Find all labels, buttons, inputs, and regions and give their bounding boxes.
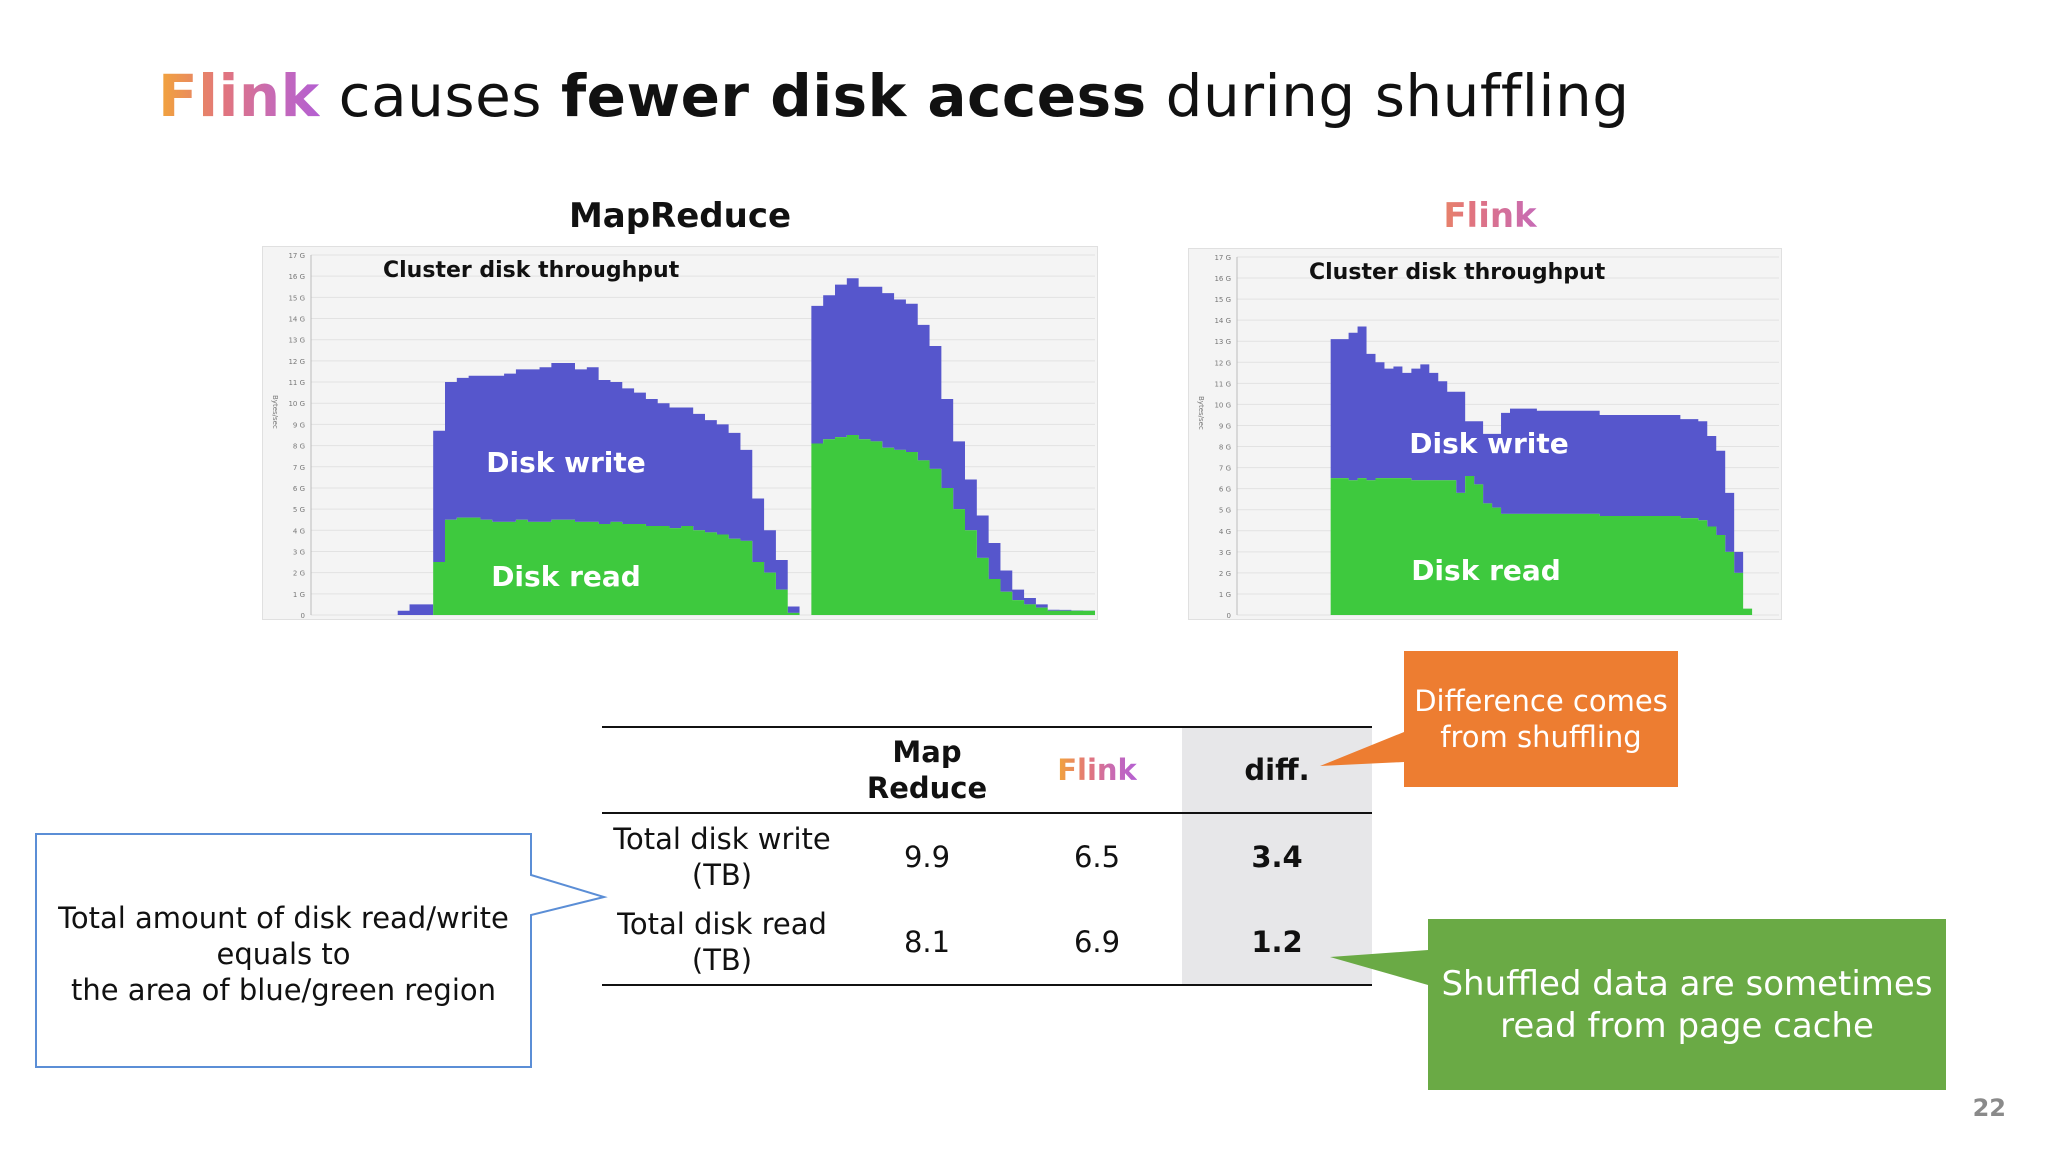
title-bold-text: fewer disk access — [560, 62, 1147, 130]
y-tick-label: 7 G — [1219, 465, 1231, 473]
title-text-1: causes — [319, 62, 561, 130]
table-header-flink: Flink — [1012, 727, 1182, 813]
y-tick-label: 4 G — [293, 527, 305, 535]
cell-flink-write: 6.5 — [1073, 839, 1121, 874]
y-tick-label: 0 — [301, 612, 305, 619]
y-tick-label: 16 G — [288, 273, 305, 281]
y-tick-label: 6 G — [293, 485, 305, 493]
y-tick-label: 2 G — [293, 570, 305, 578]
y-tick-label: 11 G — [288, 379, 305, 387]
mapreduce-throughput-chart: 0 1 G 2 G 3 G 4 G 5 G 6 G 7 G 8 G 9 G 10 G 11 G 12 G… — [262, 246, 1098, 620]
table-header-mapreduce: Map Reduce — [866, 735, 988, 805]
cell-flink-read: 6.9 — [1073, 924, 1121, 959]
left-callout-text: Total amount of disk read/write equals t… — [58, 901, 509, 1007]
table-header-flink-label: Flink — [1057, 753, 1137, 787]
y-tick-label: 5 G — [1219, 507, 1231, 515]
slide-title: Flink causes fewer disk access during sh… — [158, 62, 1630, 130]
cell-mapreduce-write: 9.9 — [903, 839, 951, 874]
y-tick-label: 5 G — [293, 506, 305, 514]
y-tick-label: 7 G — [293, 464, 305, 472]
y-tick-label: 4 G — [1219, 528, 1231, 536]
y-tick-label: 15 G — [1214, 296, 1231, 304]
y-tick-label: 8 G — [1219, 444, 1231, 452]
cell-mapreduce-read: 8.1 — [903, 924, 951, 959]
y-tick-label: 9 G — [1219, 422, 1231, 430]
y-tick-label: 13 G — [1214, 338, 1231, 346]
y-tick-label: 3 G — [1219, 549, 1231, 557]
disk-read-label: Disk read — [491, 560, 641, 593]
cell-diff-write: 3.4 — [1182, 813, 1372, 899]
y-tick-label: 12 G — [1214, 359, 1231, 367]
mapreduce-chart-title: MapReduce — [568, 196, 792, 236]
orange-callout-text: Difference comes from shuffling — [1414, 684, 1668, 754]
disk-read-area — [315, 435, 1095, 615]
page-number: 22 — [1972, 1094, 2006, 1122]
chart-annotation: Cluster disk throughput — [383, 258, 680, 283]
y-tick-label: 0 — [1227, 612, 1231, 619]
table-header-diff: diff. — [1182, 727, 1372, 813]
chart-svg: 0 1 G 2 G 3 G 4 G 5 G 6 G 7 G 8 G 9 G 10 G 11 G 12 G… — [1197, 254, 1779, 619]
table-row: Total disk write (TB) 9.9 6.5 3.4 — [602, 813, 1372, 899]
title-text-2: during shuffling — [1146, 62, 1630, 130]
disk-write-area — [1241, 326, 1779, 615]
table-header-row: Map Reduce Flink diff. — [602, 727, 1372, 813]
y-tick-label: 17 G — [288, 252, 305, 260]
y-tick-label: 12 G — [288, 358, 305, 366]
chart-annotation: Cluster disk throughput — [1309, 260, 1606, 285]
y-tick-label: 11 G — [1214, 380, 1231, 388]
title-flink-word: Flink — [158, 62, 320, 130]
disk-write-area — [315, 278, 1095, 615]
flink-throughput-chart: 0 1 G 2 G 3 G 4 G 5 G 6 G 7 G 8 G 9 G 10 G 11 G 12 G… — [1188, 248, 1782, 620]
disk-read-label: Disk read — [1411, 554, 1561, 587]
y-tick-label: 6 G — [1219, 486, 1231, 494]
disk-write-label: Disk write — [1409, 427, 1569, 460]
y-tick-label: 17 G — [1214, 254, 1231, 262]
y-tick-label: 8 G — [293, 443, 305, 451]
table-row: Total disk read (TB) 8.1 6.9 1.2 — [602, 899, 1372, 985]
y-axis-label: Bytes/sec — [1197, 396, 1205, 430]
y-tick-label: 14 G — [1214, 317, 1231, 325]
y-tick-label: 14 G — [288, 316, 305, 324]
y-tick-label: 1 G — [293, 591, 305, 599]
row-label-disk-read: Total disk read (TB) — [617, 906, 827, 977]
y-tick-label: 3 G — [293, 548, 305, 556]
disk-access-table: Map Reduce Flink diff. Total disk write … — [602, 726, 1372, 986]
cell-diff-read: 1.2 — [1182, 899, 1372, 985]
row-label-disk-write: Total disk write (TB) — [613, 821, 831, 892]
disk-read-area — [1241, 476, 1779, 615]
disk-write-label: Disk write — [486, 446, 646, 479]
y-tick-label: 1 G — [1219, 591, 1231, 599]
chart-svg: 0 1 G 2 G 3 G 4 G 5 G 6 G 7 G 8 G 9 G 10 G 11 G 12 G… — [271, 252, 1095, 619]
y-tick-label: 16 G — [1214, 275, 1231, 283]
y-tick-label: 10 G — [288, 400, 305, 408]
y-tick-label: 10 G — [1214, 401, 1231, 409]
y-tick-label: 9 G — [293, 421, 305, 429]
y-tick-label: 13 G — [288, 337, 305, 345]
y-tick-label: 15 G — [288, 294, 305, 302]
flink-chart-title: Flink — [1380, 196, 1600, 236]
table-header-empty — [602, 727, 842, 813]
green-callout-text: Shuffled data are sometimes read from pa… — [1441, 963, 1933, 1046]
y-tick-label: 2 G — [1219, 570, 1231, 578]
y-axis-label: Bytes/sec — [271, 395, 279, 429]
